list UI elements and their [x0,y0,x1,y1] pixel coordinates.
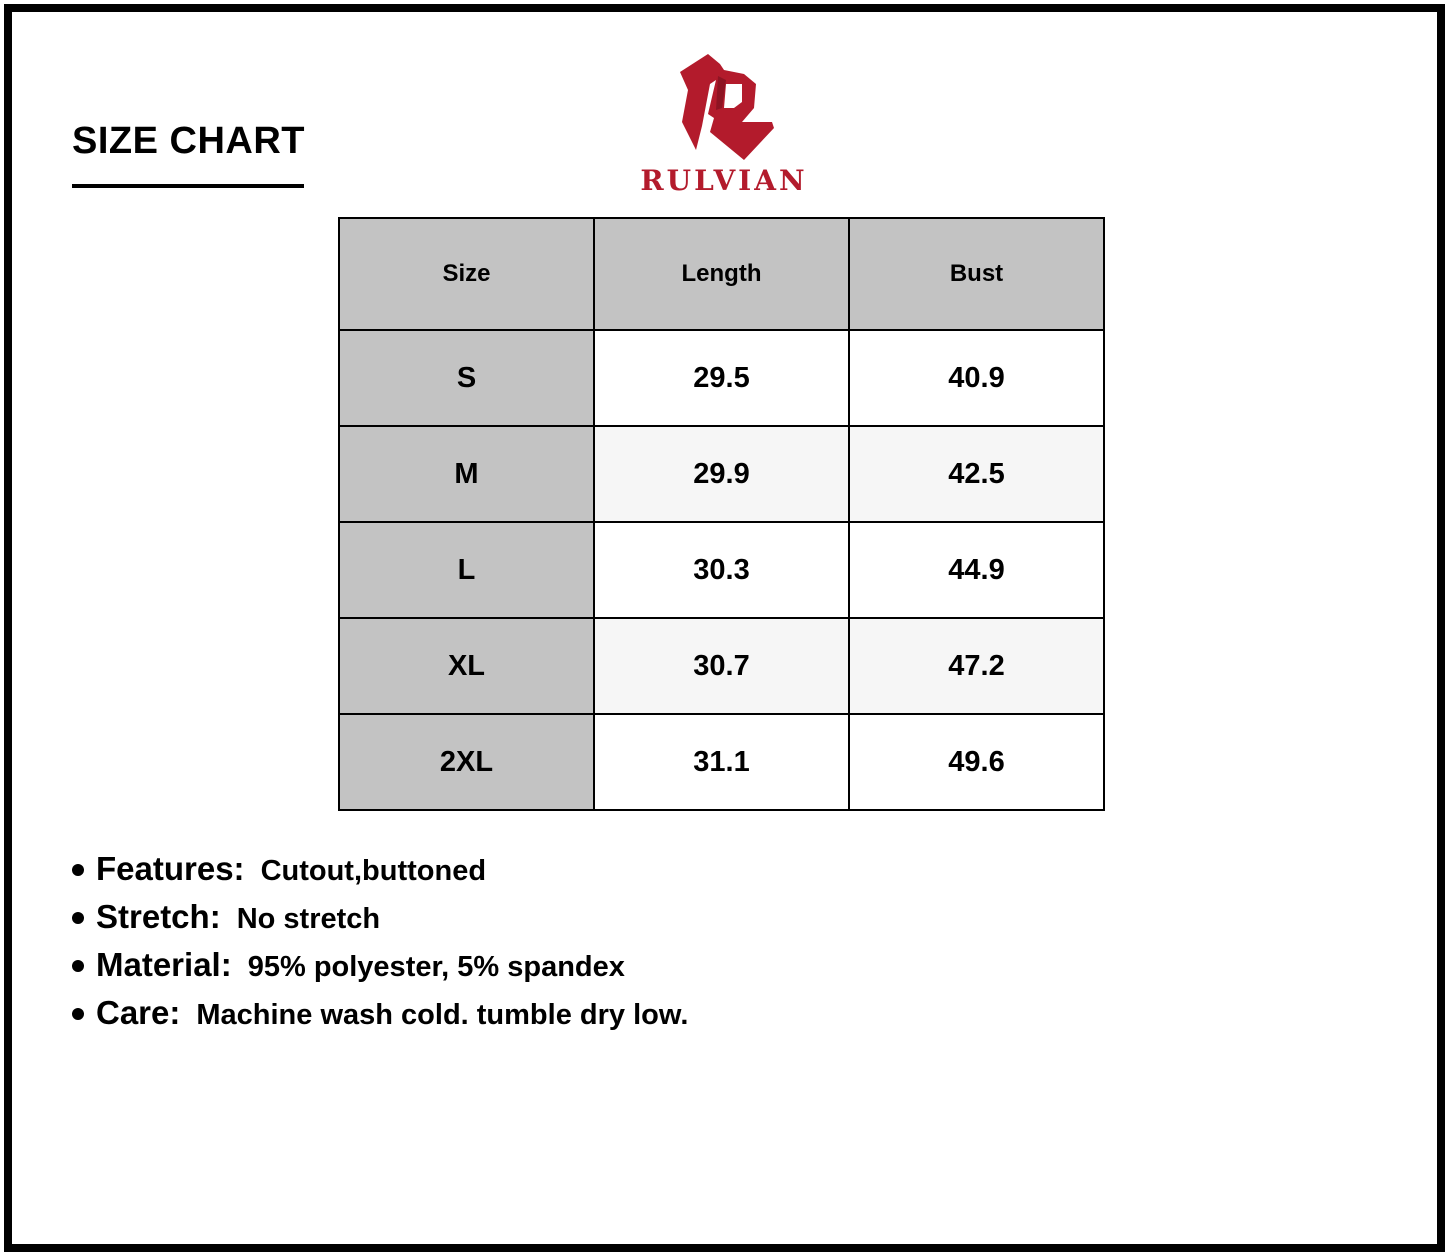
length-cell: 30.3 [593,521,850,619]
spec-care: Care: Machine wash cold. tumble dry low. [72,994,688,1042]
bust-cell: 44.9 [848,521,1105,619]
table-row: S 29.5 40.9 [338,329,1105,427]
length-cell: 29.5 [593,329,850,427]
bullet-icon [72,912,84,924]
brand-logo: RULVIAN [626,50,822,200]
length-cell: 29.9 [593,425,850,523]
bust-cell: 40.9 [848,329,1105,427]
title-underline [72,184,304,188]
spec-label: Stretch: [96,898,221,935]
spec-label: Material: [96,946,232,983]
spec-value: Machine wash cold. tumble dry low. [196,999,689,1031]
brand-name: RULVIAN [640,164,808,197]
bullet-icon [72,960,84,972]
spec-features: Features: Cutout,buttoned [72,850,688,898]
size-table: Size Length Bust S 29.5 40.9 M 29.9 42.5… [338,217,1105,811]
table-header-row: Size Length Bust [338,217,1105,331]
header-bust: Bust [848,217,1105,331]
table-row: XL 30.7 47.2 [338,617,1105,715]
size-cell: 2XL [338,713,595,811]
brand-r-icon [680,54,774,160]
product-specs: Features: Cutout,buttoned Stretch: No st… [72,850,688,1042]
size-cell: XL [338,617,595,715]
bust-cell: 42.5 [848,425,1105,523]
table-row: M 29.9 42.5 [338,425,1105,523]
page-title: SIZE CHART [72,120,305,162]
bullet-icon [72,1008,84,1020]
page-border [4,4,1445,1252]
spec-label: Care: [96,994,181,1031]
size-cell: M [338,425,595,523]
size-cell: S [338,329,595,427]
length-cell: 30.7 [593,617,850,715]
bust-cell: 49.6 [848,713,1105,811]
spec-material: Material: 95% polyester, 5% spandex [72,946,688,994]
table-row: L 30.3 44.9 [338,521,1105,619]
spec-value: 95% polyester, 5% spandex [247,951,625,983]
spec-stretch: Stretch: No stretch [72,898,688,946]
bullet-icon [72,864,84,876]
spec-value: Cutout,buttoned [260,855,487,887]
table-row: 2XL 31.1 49.6 [338,713,1105,811]
bust-cell: 47.2 [848,617,1105,715]
length-cell: 31.1 [593,713,850,811]
header-size: Size [338,217,595,331]
header-length: Length [593,217,850,331]
spec-label: Features: [96,850,245,887]
spec-value: No stretch [236,903,381,935]
size-cell: L [338,521,595,619]
